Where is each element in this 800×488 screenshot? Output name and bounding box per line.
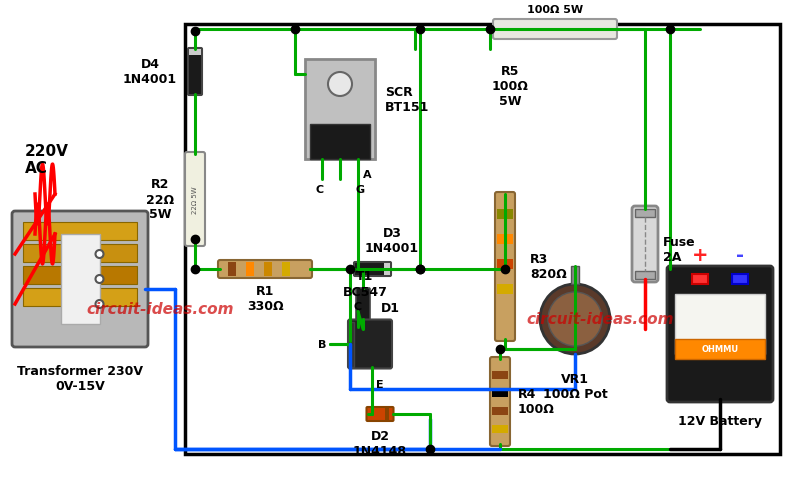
Bar xyxy=(571,266,579,285)
Text: D4
1N4001: D4 1N4001 xyxy=(123,58,177,86)
Text: C: C xyxy=(316,184,324,195)
Text: E: E xyxy=(376,380,384,390)
Text: +: + xyxy=(692,245,708,264)
Bar xyxy=(189,50,201,56)
Bar xyxy=(61,235,99,325)
Text: D1: D1 xyxy=(381,301,400,314)
Bar xyxy=(23,288,137,306)
Bar xyxy=(492,407,508,415)
Circle shape xyxy=(328,73,352,97)
Bar xyxy=(497,209,513,220)
Circle shape xyxy=(548,292,602,346)
Bar xyxy=(385,408,389,420)
Bar xyxy=(310,125,370,160)
Text: Fuse
2A: Fuse 2A xyxy=(663,236,696,264)
Bar xyxy=(23,266,137,285)
Text: SCR
BT151: SCR BT151 xyxy=(385,86,430,114)
FancyBboxPatch shape xyxy=(667,266,773,402)
Bar xyxy=(492,425,508,433)
Bar xyxy=(497,285,513,294)
FancyBboxPatch shape xyxy=(354,263,391,276)
FancyBboxPatch shape xyxy=(218,261,312,279)
Bar xyxy=(497,235,513,244)
Text: C: C xyxy=(354,302,362,312)
Text: Transformer 230V
0V-15V: Transformer 230V 0V-15V xyxy=(17,364,143,392)
Bar xyxy=(492,389,508,397)
Circle shape xyxy=(540,285,610,354)
Text: A: A xyxy=(363,170,372,180)
Text: R1
330Ω: R1 330Ω xyxy=(246,285,283,312)
FancyBboxPatch shape xyxy=(490,357,510,446)
Text: -: - xyxy=(736,245,744,264)
FancyBboxPatch shape xyxy=(493,20,617,40)
FancyBboxPatch shape xyxy=(348,320,392,369)
Bar xyxy=(497,260,513,269)
Bar xyxy=(228,263,236,276)
Bar xyxy=(675,294,765,354)
Text: B: B xyxy=(318,339,326,349)
Bar xyxy=(348,322,354,367)
Bar xyxy=(692,274,708,285)
Text: R4
100Ω: R4 100Ω xyxy=(518,387,555,415)
Bar xyxy=(282,263,290,276)
FancyBboxPatch shape xyxy=(632,206,658,283)
Text: circuit-ideas.com: circuit-ideas.com xyxy=(86,302,234,317)
Bar xyxy=(23,223,137,241)
FancyBboxPatch shape xyxy=(356,288,370,320)
Bar xyxy=(185,25,780,454)
Text: D3
1N4001: D3 1N4001 xyxy=(365,226,419,254)
Bar xyxy=(384,264,390,275)
Bar xyxy=(732,274,748,285)
Text: 12V Battery: 12V Battery xyxy=(678,414,762,427)
Text: R5
100Ω
5W: R5 100Ω 5W xyxy=(491,65,529,108)
Bar xyxy=(246,263,254,276)
Text: T1
BC547: T1 BC547 xyxy=(342,270,387,298)
FancyBboxPatch shape xyxy=(188,49,202,96)
Text: 100Ω 5W: 100Ω 5W xyxy=(527,5,583,15)
Text: 220V
AC: 220V AC xyxy=(25,143,69,176)
Bar xyxy=(305,60,375,160)
FancyBboxPatch shape xyxy=(185,153,205,246)
Text: VR1
100Ω Pot: VR1 100Ω Pot xyxy=(542,372,607,400)
FancyBboxPatch shape xyxy=(495,193,515,341)
Circle shape xyxy=(95,275,103,284)
Text: OHMMU: OHMMU xyxy=(702,345,738,354)
Bar xyxy=(492,371,508,379)
Text: G: G xyxy=(355,184,365,195)
Text: 22Ω 5W: 22Ω 5W xyxy=(192,186,198,213)
Text: D2
1N4148: D2 1N4148 xyxy=(353,429,407,457)
Bar xyxy=(23,244,137,263)
Bar xyxy=(675,339,765,359)
Bar xyxy=(264,263,272,276)
Text: R3
820Ω: R3 820Ω xyxy=(530,252,566,281)
Bar xyxy=(635,271,655,280)
FancyBboxPatch shape xyxy=(366,407,394,421)
Bar xyxy=(635,209,655,218)
Circle shape xyxy=(95,301,103,308)
Text: circuit-ideas.com: circuit-ideas.com xyxy=(526,312,674,327)
FancyBboxPatch shape xyxy=(12,212,148,347)
Circle shape xyxy=(95,250,103,259)
Text: R2
22Ω
5W: R2 22Ω 5W xyxy=(146,178,174,221)
